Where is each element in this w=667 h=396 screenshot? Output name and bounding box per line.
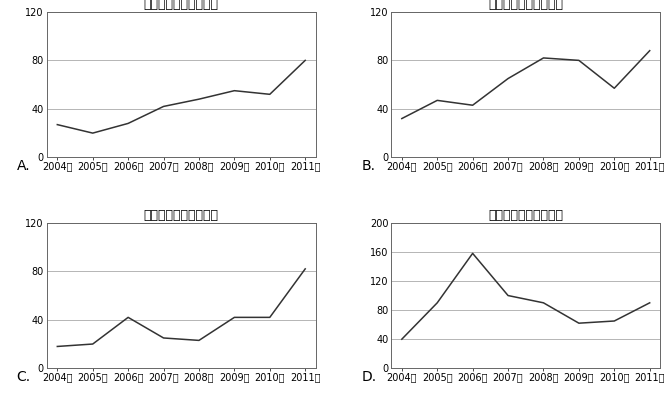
Title: 外资净收入（亿美元）: 外资净收入（亿美元）: [488, 0, 563, 11]
Text: A.: A.: [17, 159, 30, 173]
Text: B.: B.: [361, 159, 375, 173]
Title: 外资净收入（亿美元）: 外资净收入（亿美元）: [488, 209, 563, 222]
Title: 外资净收入（亿美元）: 外资净收入（亿美元）: [144, 0, 219, 11]
Text: C.: C.: [17, 370, 31, 384]
Text: D.: D.: [361, 370, 376, 384]
Title: 外资净收入（亿美元）: 外资净收入（亿美元）: [144, 209, 219, 222]
